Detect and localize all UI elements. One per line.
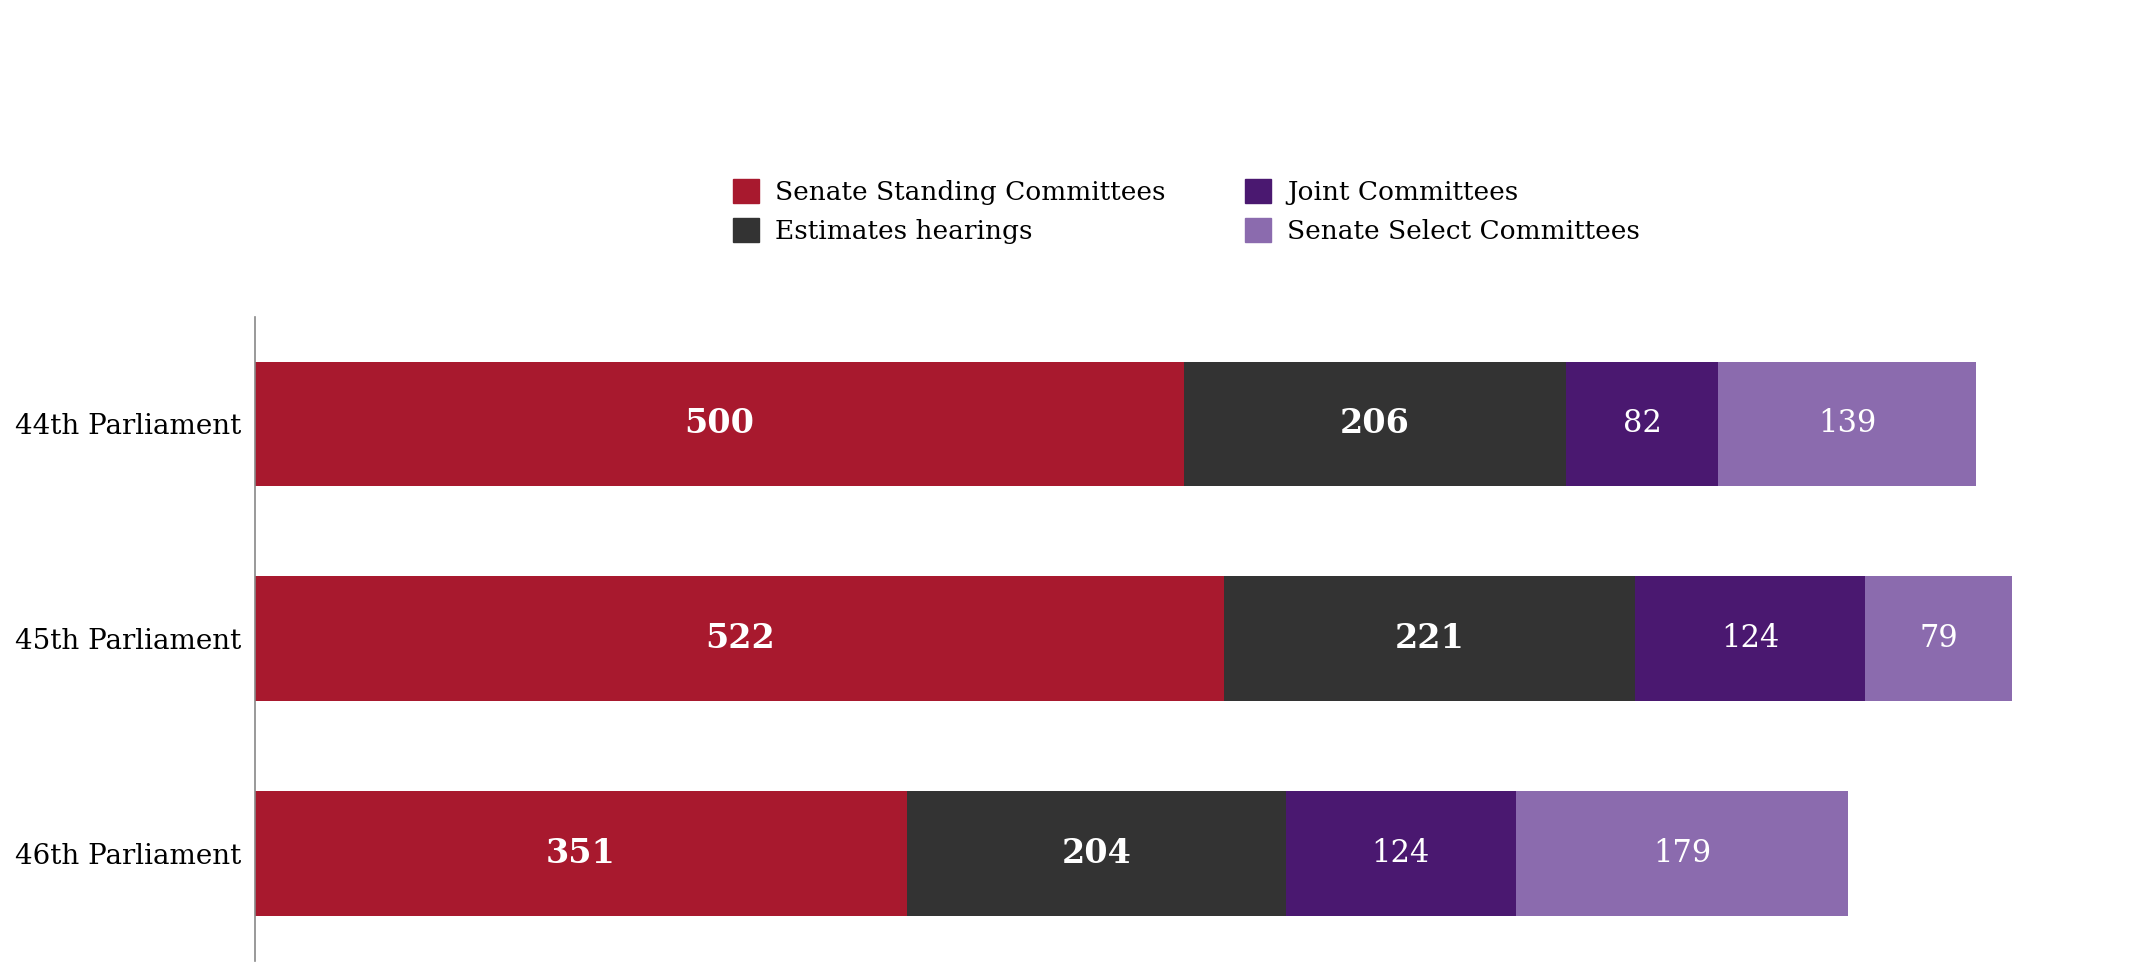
Text: 82: 82 [1623, 409, 1662, 439]
Bar [256, 362, 1184, 486]
Bar [1864, 577, 2011, 701]
Bar [1517, 792, 1849, 915]
Legend: Senate Standing Committees, Estimates hearings, Joint Committees, Senate Select : Senate Standing Committees, Estimates he… [723, 169, 1651, 255]
Text: 522: 522 [704, 623, 774, 655]
Text: 351: 351 [546, 837, 616, 870]
Bar [1184, 362, 1566, 486]
Bar [1634, 577, 1864, 701]
Bar [1566, 362, 1719, 486]
Bar [907, 792, 1286, 915]
Text: 206: 206 [1340, 407, 1410, 440]
Text: 79: 79 [1920, 624, 1958, 654]
Text: 124: 124 [1372, 838, 1429, 869]
Bar [1719, 362, 1977, 486]
Text: 204: 204 [1062, 837, 1130, 870]
Bar [256, 577, 1224, 701]
Text: 139: 139 [1817, 409, 1877, 439]
Text: 221: 221 [1395, 623, 1465, 655]
Text: 179: 179 [1653, 838, 1711, 869]
Bar [1286, 792, 1517, 915]
Text: 500: 500 [685, 407, 755, 440]
Bar [256, 792, 907, 915]
Bar [1224, 577, 1634, 701]
Text: 124: 124 [1721, 624, 1779, 654]
